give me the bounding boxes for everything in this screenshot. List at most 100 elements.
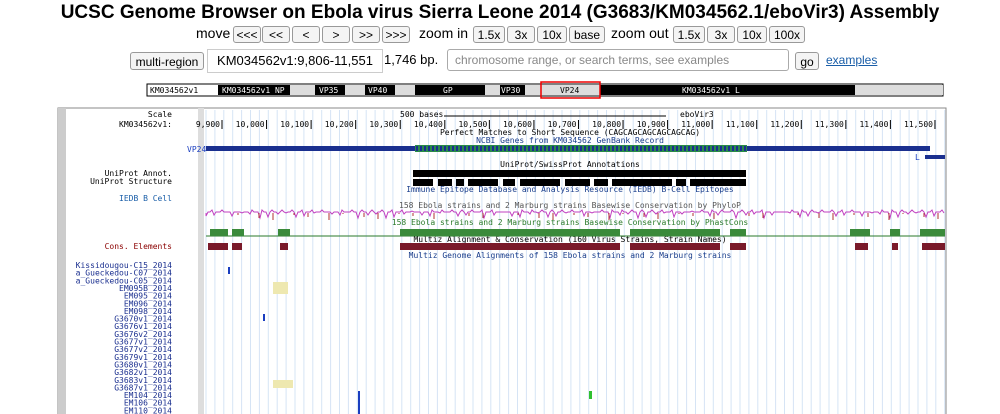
examples-link[interactable]: examples <box>826 53 878 67</box>
search-input[interactable]: chromosome range, or search terms, see e… <box>447 49 789 71</box>
nav-button[interactable]: 10x <box>537 26 567 43</box>
multi-region-button[interactable]: multi-region <box>130 52 204 70</box>
ruler-label: 10,800 <box>592 120 621 129</box>
codon <box>584 146 586 151</box>
strain-label: G3679v1_2014 <box>114 353 172 362</box>
nav-button[interactable]: > <box>322 26 350 43</box>
track-label: UniProt Annot. <box>105 169 172 178</box>
nav-button[interactable]: >>> <box>382 26 410 43</box>
ruler-label: 11,300 <box>815 120 844 129</box>
size-text: 1,746 bp. <box>384 52 439 67</box>
move-label: move <box>196 25 231 41</box>
phastcons-peak <box>630 229 720 236</box>
ruler-label: 11,400 <box>859 120 888 129</box>
nav-button[interactable]: 1.5x <box>473 26 505 43</box>
nav-button[interactable]: 100x <box>769 26 805 43</box>
codon <box>544 146 546 151</box>
cons-element <box>208 243 228 250</box>
codon <box>612 146 614 151</box>
codon <box>692 146 694 151</box>
codon <box>664 146 666 151</box>
codon <box>484 146 486 151</box>
ideogram-highlight <box>540 81 601 99</box>
strain-label: G3687v1_2014 <box>114 383 172 392</box>
codon <box>448 146 450 151</box>
ruler-label: 10,600 <box>503 120 532 129</box>
codon <box>696 146 698 151</box>
nav-button[interactable]: 3x <box>507 26 535 43</box>
ruler-label: 9,900 <box>196 120 220 129</box>
ideogram-band <box>500 85 525 95</box>
codon <box>416 146 418 151</box>
nav-button[interactable]: 10x <box>737 26 767 43</box>
codon <box>564 146 566 151</box>
codon <box>568 146 570 151</box>
codon <box>520 146 522 151</box>
gene-label: L <box>915 153 920 162</box>
uniprot-structure <box>413 179 433 186</box>
codon <box>656 146 658 151</box>
ideogram-band <box>395 85 415 95</box>
ideogram-band <box>365 85 395 95</box>
strain-label: G3680v1_2014 <box>114 360 172 369</box>
cons-element <box>730 243 746 250</box>
nav-button[interactable]: << <box>262 26 290 43</box>
uniprot-structure <box>438 179 452 186</box>
codon <box>732 146 734 151</box>
codon <box>672 146 674 151</box>
nav-button[interactable]: 3x <box>707 26 735 43</box>
codon <box>680 146 682 151</box>
strain-label: EM104_2014 <box>124 391 172 400</box>
nav-button[interactable]: < <box>292 26 320 43</box>
ideogram-label: VP30 <box>501 86 520 95</box>
ruler-label: 10,500 <box>458 120 487 129</box>
ruler-label: 11,000 <box>681 120 710 129</box>
ruler-label: 10,300 <box>369 120 398 129</box>
codon <box>668 146 670 151</box>
track-title: NCBI Genes from KM034562 GenBank Record <box>476 136 664 145</box>
codon <box>440 146 442 151</box>
codon <box>716 146 718 151</box>
strain-label: G3683v1_2014 <box>114 376 172 385</box>
codon <box>648 146 650 151</box>
gene-label: VP24 <box>187 145 206 154</box>
codon <box>688 146 690 151</box>
codon <box>536 146 538 151</box>
codon <box>712 146 714 151</box>
zoom-out-label: zoom out <box>611 25 669 41</box>
phastcons-peak <box>890 229 900 236</box>
nav-button[interactable]: base <box>569 26 605 43</box>
phylop-wiggle <box>205 209 945 220</box>
codon <box>460 146 462 151</box>
track-title: Immune Epitope Database and Analysis Res… <box>406 185 734 194</box>
nav-button[interactable]: 1.5x <box>673 26 705 43</box>
codon <box>532 146 534 151</box>
codon <box>600 146 602 151</box>
nav-button[interactable]: <<< <box>233 26 261 43</box>
uniprot-annot <box>413 170 746 177</box>
strain-label: Kissidougou-C15_2014 <box>76 261 173 270</box>
codon <box>608 146 610 151</box>
phastcons-peak <box>400 229 620 236</box>
uniprot-structure <box>690 179 746 186</box>
go-button[interactable]: go <box>795 52 819 70</box>
track-title: Perfect Matches to Short Sequence (CAGCA… <box>440 128 700 137</box>
uniprot-structure <box>565 179 590 186</box>
codon <box>720 146 722 151</box>
codon <box>708 146 710 151</box>
alignment-block <box>589 391 592 399</box>
codon <box>576 146 578 151</box>
codon <box>548 146 550 151</box>
codon <box>736 146 738 151</box>
nav-button[interactable]: >> <box>352 26 380 43</box>
left-bar <box>58 108 66 414</box>
codon <box>560 146 562 151</box>
codon <box>704 146 706 151</box>
uniprot-structure <box>468 179 498 186</box>
codon <box>508 146 510 151</box>
codon <box>620 146 622 151</box>
strain-label: EM106_2014 <box>124 399 172 408</box>
track-title: Multiz Genome Alignments of 158 Ebola st… <box>409 251 732 260</box>
